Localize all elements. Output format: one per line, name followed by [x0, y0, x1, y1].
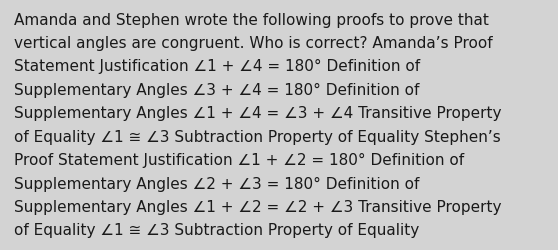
Text: Supplementary Angles ∠2 + ∠3 = 180° Definition of: Supplementary Angles ∠2 + ∠3 = 180° Defi…: [14, 176, 419, 191]
Text: Supplementary Angles ∠3 + ∠4 = 180° Definition of: Supplementary Angles ∠3 + ∠4 = 180° Defi…: [14, 82, 419, 98]
Text: Amanda and Stephen wrote the following proofs to prove that: Amanda and Stephen wrote the following p…: [14, 12, 489, 28]
Text: of Equality ∠1 ≅ ∠3 Subtraction Property of Equality Stephen’s: of Equality ∠1 ≅ ∠3 Subtraction Property…: [14, 129, 501, 144]
Text: Supplementary Angles ∠1 + ∠2 = ∠2 + ∠3 Transitive Property: Supplementary Angles ∠1 + ∠2 = ∠2 + ∠3 T…: [14, 199, 502, 214]
Text: Statement Justification ∠1 + ∠4 = 180° Definition of: Statement Justification ∠1 + ∠4 = 180° D…: [14, 59, 420, 74]
Text: Proof Statement Justification ∠1 + ∠2 = 180° Definition of: Proof Statement Justification ∠1 + ∠2 = …: [14, 152, 464, 168]
Text: vertical angles are congruent. Who is correct? Amanda’s Proof: vertical angles are congruent. Who is co…: [14, 36, 493, 51]
Text: of Equality ∠1 ≅ ∠3 Subtraction Property of Equality: of Equality ∠1 ≅ ∠3 Subtraction Property…: [14, 222, 419, 238]
Text: Supplementary Angles ∠1 + ∠4 = ∠3 + ∠4 Transitive Property: Supplementary Angles ∠1 + ∠4 = ∠3 + ∠4 T…: [14, 106, 502, 121]
